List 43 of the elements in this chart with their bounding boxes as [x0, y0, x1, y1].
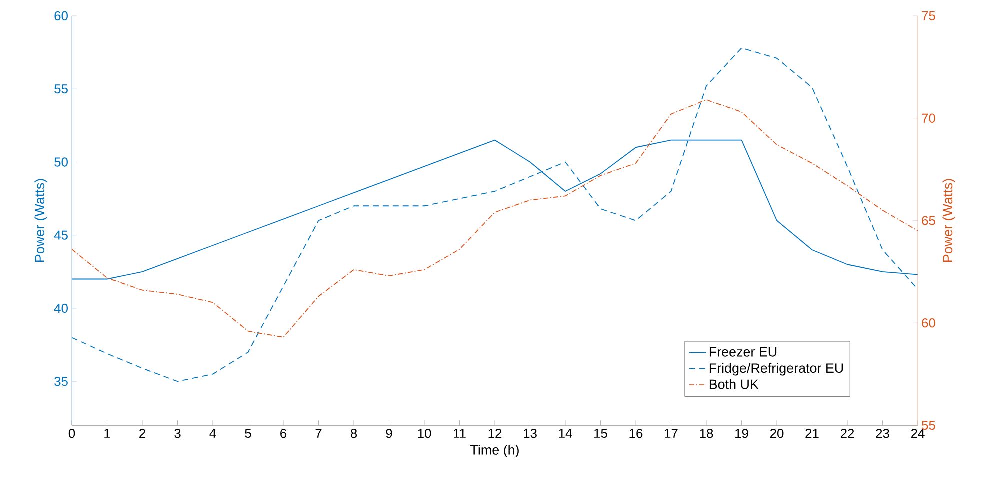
- y2-tick-label: 60: [922, 318, 936, 328]
- x-tick-label: 21: [806, 429, 819, 438]
- x-tick-label: 15: [594, 429, 608, 438]
- x-tick-label: 9: [386, 429, 392, 438]
- y2-axis-title: Power (Watts): [942, 179, 956, 262]
- x-tick-label: 10: [418, 429, 432, 438]
- x-tick-label: 17: [665, 429, 678, 438]
- x-tick-label: 3: [174, 429, 181, 438]
- line-series: [72, 99, 918, 338]
- x-tick-label: 19: [736, 429, 748, 438]
- y-tick-label: 40: [54, 304, 68, 314]
- y-tick-label: 60: [54, 11, 68, 21]
- x-tick-label: 2: [140, 429, 146, 438]
- legend-label: Freezer EU: [710, 347, 777, 357]
- y-tick-label: 45: [54, 230, 68, 240]
- x-tick-label: 0: [68, 429, 76, 438]
- x-tick-label: 23: [876, 429, 890, 438]
- x-tick-label: 6: [280, 429, 287, 438]
- y2-tick-label: 55: [922, 420, 936, 430]
- x-tick-label: 12: [488, 429, 502, 438]
- y2-tick-label: 65: [922, 216, 936, 226]
- x-tick-label: 1: [104, 429, 110, 438]
- x-tick-label: 20: [770, 429, 784, 438]
- legend-label: Fridge/Refrigerator EU: [710, 363, 844, 376]
- y2-tick-label: 70: [922, 114, 936, 123]
- x-tick-label: 18: [700, 429, 714, 438]
- legend-label: Both UK: [710, 379, 759, 390]
- y-tick-label: 35: [54, 377, 68, 386]
- x-tick-label: 8: [350, 429, 358, 438]
- y2-tick-label: 75: [922, 11, 936, 21]
- x-tick-label: 13: [524, 429, 537, 438]
- y-tick-label: 55: [54, 84, 68, 94]
- x-tick-label: 4: [210, 429, 216, 438]
- x-tick-label: 14: [559, 429, 572, 438]
- x-tick-label: 7: [316, 429, 322, 438]
- x-tick-label: 16: [630, 429, 643, 438]
- x-tick-label: 24: [911, 429, 925, 438]
- x-axis-title: Time (h): [470, 445, 519, 458]
- y-axis-title: Power (Watts): [34, 179, 48, 262]
- x-tick-label: 5: [245, 429, 252, 438]
- x-tick-label: 22: [840, 429, 854, 438]
- x-tick-label: 11: [454, 429, 466, 438]
- y-tick-label: 50: [54, 158, 68, 167]
